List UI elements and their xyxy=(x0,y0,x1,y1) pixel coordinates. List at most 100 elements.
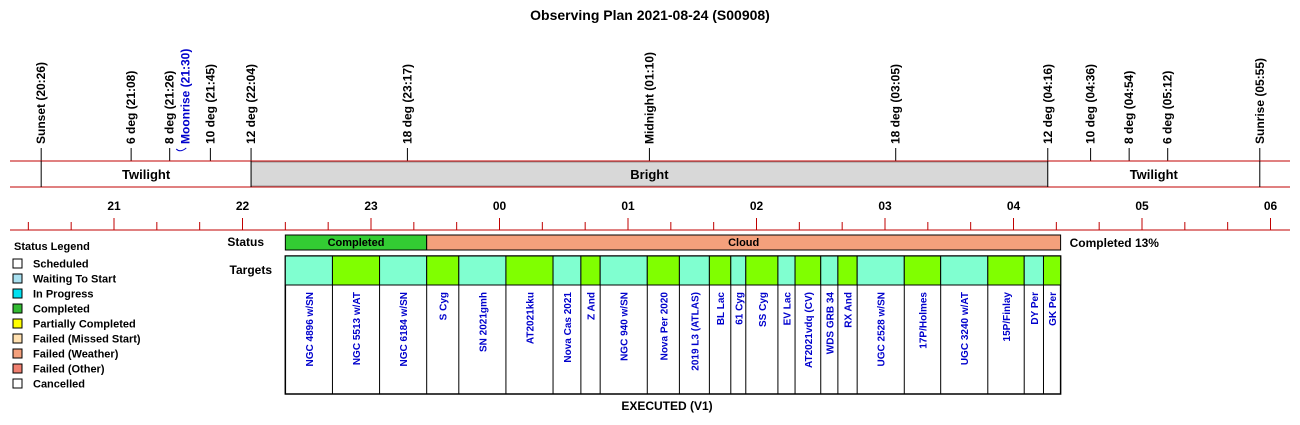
sky-band xyxy=(41,162,252,186)
event-label: 12 deg (04:16) xyxy=(1041,64,1055,144)
target-name: Nova Per 2020 xyxy=(659,292,670,361)
event-label: Sunset (20:26) xyxy=(34,62,48,144)
legend-swatch xyxy=(12,363,23,374)
legend-swatch xyxy=(12,303,23,314)
legend-title: Status Legend xyxy=(14,241,90,253)
legend-item-label: Completed xyxy=(33,304,90,316)
target-name: RX And xyxy=(844,292,855,328)
event-label: 12 deg (22:04) xyxy=(244,64,258,144)
target-name: UGC 3240 w/AT xyxy=(960,292,971,365)
hour-tick-label: 03 xyxy=(878,199,892,213)
target-block xyxy=(599,255,648,286)
status-segment-label: Cloud xyxy=(728,237,759,249)
event-label: 6 deg (05:12) xyxy=(1161,71,1175,144)
status-row: Status Completed Cloud Completed 13% xyxy=(227,234,1160,251)
target-block xyxy=(1023,255,1044,286)
target-name: WDS GRB 34 xyxy=(825,292,836,355)
event-markers: Sunset (20:26) 6 deg (21:08) 8 deg (21:26)… xyxy=(34,49,1267,161)
status-segment-label: Completed xyxy=(328,237,385,249)
target-block xyxy=(708,255,732,286)
target-name: NGC 6184 w/SN xyxy=(399,292,410,366)
status-segment xyxy=(426,234,1062,251)
target-block xyxy=(284,255,333,286)
hour-tick-label: 00 xyxy=(493,199,507,213)
legend-swatch xyxy=(12,378,23,389)
sky-band-label: Twilight xyxy=(1130,167,1179,182)
target-name: S Cyg xyxy=(439,292,450,320)
target-name: 2019 L3 (ATLAS) xyxy=(690,292,701,371)
target-block xyxy=(379,255,428,286)
legend-item-label: Failed (Missed Start) xyxy=(33,334,141,346)
target-name: DY Per xyxy=(1030,292,1041,325)
hour-axis: 21 22 23 00 01 02 03 04 05 06 xyxy=(10,199,1290,231)
target-block xyxy=(426,255,460,286)
sky-band xyxy=(1047,162,1260,186)
target-name: 17P/Holmes xyxy=(918,292,929,349)
target-block xyxy=(903,255,942,286)
event-label: 8 deg (04:54) xyxy=(1122,71,1136,144)
hour-tick-label: 22 xyxy=(236,199,250,213)
target-block xyxy=(794,255,822,286)
hour-tick-label: 06 xyxy=(1264,199,1278,213)
status-row-label: Status xyxy=(227,235,264,249)
legend-swatch xyxy=(12,318,23,329)
event-label: 10 deg (04:36) xyxy=(1084,64,1098,144)
legend-swatch xyxy=(12,333,23,344)
legend-item-label: Waiting To Start xyxy=(33,274,116,286)
targets-row: Targets NGC 4896 w/SN NGC 5513 w/AT NGC 618… xyxy=(230,255,1062,395)
legend-item-label: Failed (Other) xyxy=(33,364,105,376)
target-block xyxy=(856,255,905,286)
event-label: 18 deg (03:05) xyxy=(889,64,903,144)
target-block xyxy=(678,255,710,286)
target-name: Z And xyxy=(587,292,598,320)
hour-tick-label: 01 xyxy=(621,199,635,213)
target-name: GK Per xyxy=(1048,292,1059,326)
event-label: 18 deg (23:17) xyxy=(400,64,414,144)
legend-item-label: Failed (Weather) xyxy=(33,349,119,361)
target-name: NGC 4896 w/SN xyxy=(305,292,316,366)
target-name: AT2021kku xyxy=(525,292,536,344)
target-name: 61 Cyg xyxy=(734,292,745,325)
chart-title: Observing Plan 2021-08-24 (S00908) xyxy=(530,7,770,23)
target-block xyxy=(1042,255,1062,286)
sky-band-label: Bright xyxy=(630,167,669,182)
target-name: SN 2021gmh xyxy=(478,292,489,352)
event-label: 8 deg (21:26) xyxy=(163,71,177,144)
target-name: 15P/Finlay xyxy=(1002,292,1013,342)
target-name: BL Lac xyxy=(716,292,727,326)
hour-tick-label: 04 xyxy=(1007,199,1021,213)
target-block xyxy=(580,255,601,286)
event-label: 6 deg (21:08) xyxy=(124,71,138,144)
target-block xyxy=(987,255,1025,286)
event-label: 10 deg (21:45) xyxy=(203,64,217,144)
target-block xyxy=(745,255,779,286)
legend-item-label: Partially Completed xyxy=(33,319,136,331)
legend-swatch xyxy=(12,258,23,269)
hour-tick-label: 02 xyxy=(750,199,764,213)
target-block xyxy=(505,255,554,286)
legend-swatch xyxy=(12,273,23,284)
legend-swatch xyxy=(12,288,23,299)
moonrise-pointer xyxy=(175,147,187,152)
legend-item-label: In Progress xyxy=(33,289,94,301)
target-block xyxy=(552,255,582,286)
hour-tick-label: 21 xyxy=(107,199,121,213)
target-block xyxy=(820,255,839,286)
target-name: UGC 2528 w/SN xyxy=(877,292,888,366)
executed-label: EXECUTED (V1) xyxy=(621,399,712,413)
sky-condition-bands: Twilight Bright Twilight xyxy=(10,160,1290,188)
target-name: AT2021vdq (CV) xyxy=(804,292,815,368)
legend-item-label: Scheduled xyxy=(33,259,89,271)
target-name: SS Cyg xyxy=(758,292,769,327)
target-name: NGC 5513 w/AT xyxy=(352,292,363,365)
completion-percent: Completed 13% xyxy=(1070,236,1160,250)
legend-swatch xyxy=(12,348,23,359)
hour-tick-label: 05 xyxy=(1135,199,1149,213)
target-name: EV Lac xyxy=(782,292,793,326)
target-block xyxy=(730,255,747,286)
target-block xyxy=(940,255,989,286)
target-block xyxy=(331,255,381,286)
status-legend: Status Legend Scheduled Waiting To Start In… xyxy=(12,241,141,391)
target-name: Nova Cas 2021 xyxy=(563,292,574,363)
